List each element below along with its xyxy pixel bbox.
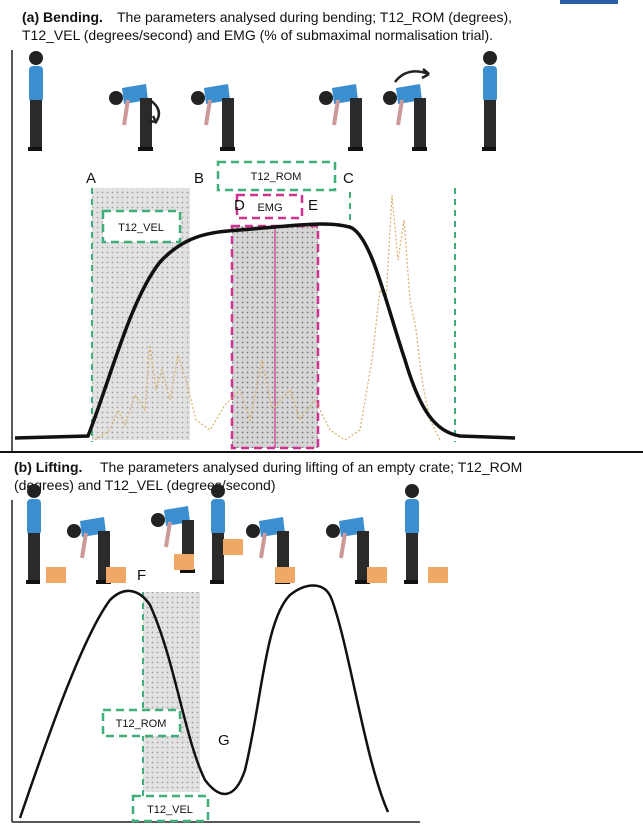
crate-icon xyxy=(46,567,66,583)
vel-region xyxy=(143,592,200,792)
crate-icon xyxy=(367,567,387,583)
box-label: EMG xyxy=(257,202,282,214)
rom-curve xyxy=(14,222,516,440)
panel-b-caption: The parameters analysed during lifting o… xyxy=(100,459,522,475)
emg-signal xyxy=(94,194,441,441)
marker-label: E xyxy=(308,197,318,214)
marker-label: C xyxy=(343,170,354,187)
panel-b-caption: (degrees) and T12_VEL (degrees/second) xyxy=(14,477,276,493)
marker-label: B xyxy=(194,170,204,187)
panel-a-heading: (a) Bending. xyxy=(22,9,103,25)
marker-label: F xyxy=(137,567,146,584)
panel-b-heading: (b) Lifting. xyxy=(14,459,82,475)
box-label: T12_VEL xyxy=(147,804,193,816)
crate-icon xyxy=(223,539,243,555)
panel-a-caption: T12_VEL (degrees/second) and EMG (% of s… xyxy=(22,27,493,43)
marker-label: D xyxy=(234,197,245,214)
box-label: T12_ROM xyxy=(251,171,302,183)
crate-icon xyxy=(428,567,448,583)
annotation-box xyxy=(101,708,182,738)
annotation-box xyxy=(131,794,210,823)
crate-icon xyxy=(106,567,126,583)
crate-icon xyxy=(174,554,194,570)
marker-label: A xyxy=(86,170,96,187)
box-label: T12_ROM xyxy=(116,718,167,730)
crate-icon xyxy=(275,567,295,583)
annotation-box xyxy=(101,209,182,244)
panel-a-caption: The parameters analysed during bending; … xyxy=(117,9,512,25)
box-label: T12_VEL xyxy=(118,222,164,234)
annotation-box xyxy=(216,160,337,192)
top-tab xyxy=(560,0,618,4)
rom-curve xyxy=(18,584,390,819)
annotation-box xyxy=(235,193,304,220)
arrow xyxy=(148,98,161,125)
marker-label: G xyxy=(218,732,230,749)
arrow xyxy=(394,68,430,83)
